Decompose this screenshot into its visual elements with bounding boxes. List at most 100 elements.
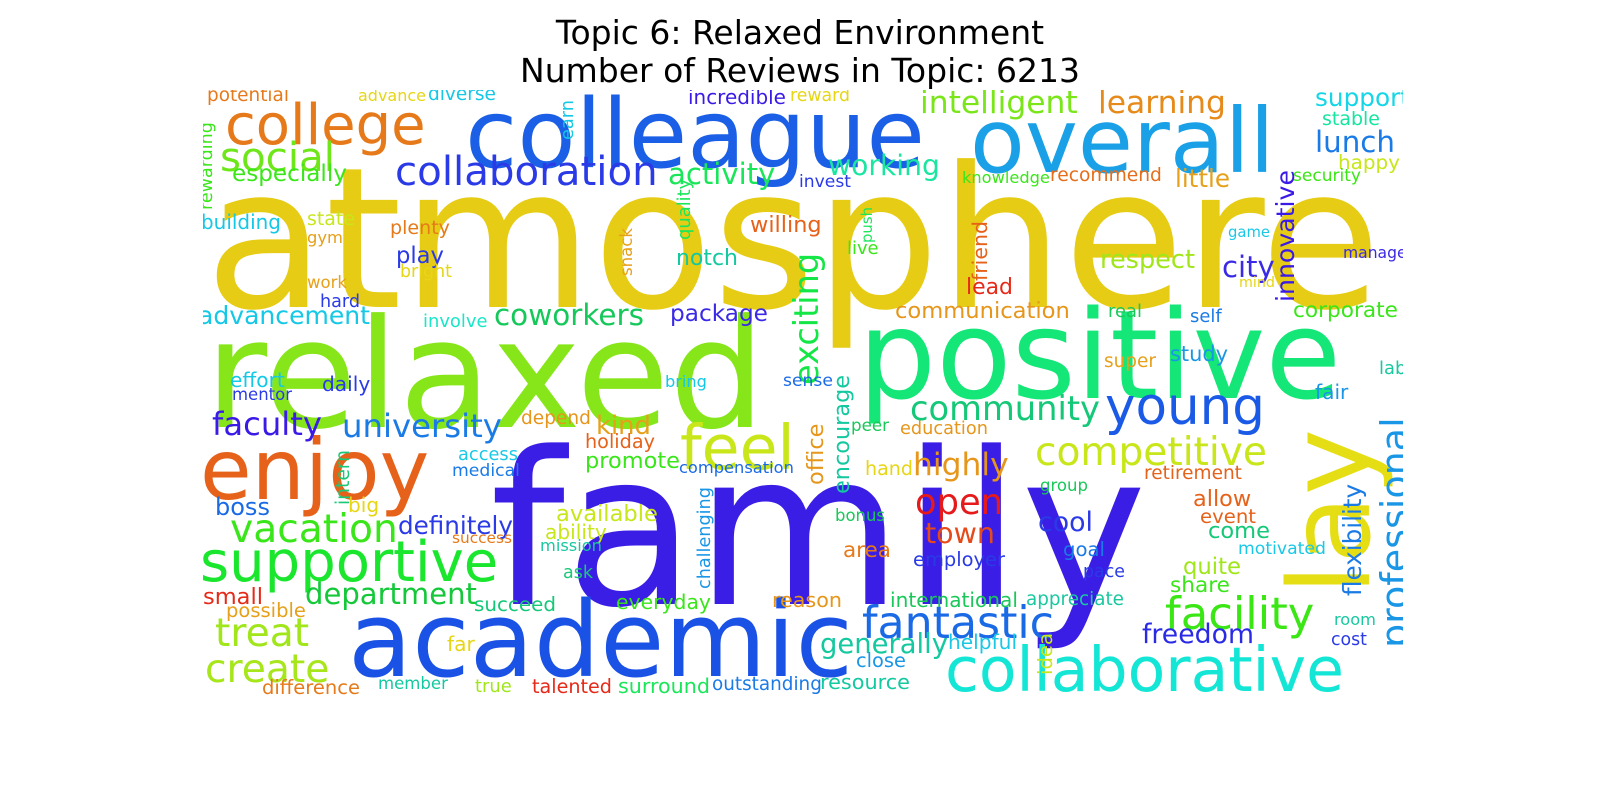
word-communication: communication: [895, 298, 1070, 324]
word-possible: possible: [226, 599, 306, 622]
word-advancement: advancement: [203, 301, 370, 330]
word-come: come: [1208, 518, 1270, 544]
word-holiday: holiday: [585, 430, 655, 453]
word-mentor: mentor: [232, 385, 292, 404]
word-innovative: innovative: [1271, 170, 1300, 302]
word-boss: boss: [215, 493, 270, 521]
word-outstanding: outstanding: [712, 674, 822, 695]
word-ability: ability: [545, 520, 607, 544]
word-reward: reward: [790, 90, 850, 106]
word-office: office: [803, 423, 829, 485]
word-young: young: [1105, 377, 1265, 437]
word-lunch: lunch: [1315, 125, 1395, 159]
word-idea: idea: [1034, 633, 1057, 675]
word-colleague: colleague: [465, 90, 925, 190]
word-cool: cool: [1038, 507, 1093, 538]
word-effort: effort: [230, 368, 285, 392]
word-daily: daily: [322, 372, 371, 396]
word-relaxed: relaxed: [205, 287, 766, 463]
word-knowledge: knowledge: [962, 168, 1050, 187]
word-member: member: [378, 674, 448, 693]
word-reason: reason: [772, 588, 842, 612]
word-town: town: [925, 517, 995, 550]
word-retirement: retirement: [1144, 463, 1242, 484]
word-appreciate: appreciate: [1026, 589, 1124, 610]
word-big: big: [348, 493, 380, 517]
word-surround: surround: [618, 674, 710, 698]
word-work: work: [307, 273, 347, 292]
word-department: department: [305, 577, 477, 611]
word-access: access: [458, 444, 518, 465]
word-small: small: [203, 584, 263, 610]
word-advance: advance: [358, 90, 426, 105]
word-plenty: plenty: [390, 217, 450, 239]
word-family: family: [490, 407, 1147, 655]
word-study: study: [1170, 342, 1228, 366]
word-available: available: [556, 501, 658, 527]
word-true: true: [475, 676, 512, 697]
word-helpful: helpful: [948, 630, 1018, 654]
word-building: building: [203, 210, 281, 234]
word-lab: lab: [1379, 358, 1403, 379]
word-challenging: challenging: [695, 487, 715, 589]
word-state: state: [307, 208, 355, 230]
word-especially: especially: [232, 161, 347, 187]
word-generally: generally: [820, 629, 948, 660]
word-bright: bright: [400, 262, 452, 282]
word-incredible: incredible: [688, 90, 786, 109]
word-quite: quite: [1183, 554, 1241, 580]
word-definitely: definitely: [398, 511, 513, 540]
word-event: event: [1200, 505, 1256, 528]
title-topic: Topic 6: Relaxed Environment: [555, 13, 1045, 52]
word-competitive: competitive: [1035, 430, 1267, 475]
word-faculty: faculty: [212, 405, 322, 443]
word-exciting: exciting: [787, 252, 826, 385]
word-mission: mission: [540, 536, 602, 555]
word-hand: hand: [865, 458, 913, 480]
word-allow: allow: [1193, 486, 1252, 512]
title-review-count: Number of Reviews in Topic: 6213: [520, 51, 1080, 90]
word-supportive: supportive: [203, 530, 499, 595]
word-notch: notch: [676, 246, 738, 271]
word-super: super: [1104, 351, 1156, 372]
word-motivated: motivated: [1238, 539, 1326, 559]
word-create: create: [205, 647, 330, 692]
word-open: open: [915, 482, 1003, 523]
word-success: success: [452, 529, 512, 547]
word-learning: learning: [1098, 90, 1226, 121]
word-enjoy: enjoy: [203, 421, 430, 519]
word-snack: snack: [617, 228, 636, 276]
word-flexibility: flexibility: [1338, 483, 1367, 596]
word-fantastic: fantastic: [862, 598, 1054, 649]
word-bring: bring: [665, 372, 707, 391]
word-overall: overall: [970, 90, 1275, 194]
word-ask: ask: [563, 563, 593, 583]
word-bonus: bonus: [835, 506, 885, 525]
word-involve: involve: [423, 311, 488, 332]
word-group: group: [1040, 476, 1088, 495]
word-working: working: [828, 149, 940, 182]
word-professional: professional: [1373, 417, 1403, 648]
word-talented: talented: [532, 675, 612, 698]
word-potential: potential: [207, 90, 289, 106]
word-security: security: [1293, 166, 1361, 186]
word-collaboration: collaboration: [395, 148, 658, 195]
word-academic: academic: [348, 579, 853, 701]
word-collaborative: collaborative: [945, 634, 1344, 706]
word-university: university: [342, 407, 502, 445]
word-community: community: [910, 389, 1100, 428]
word-far: far: [447, 632, 475, 656]
word-gym: gym: [307, 228, 343, 247]
word-area: area: [843, 538, 891, 563]
word-friend: friend: [968, 221, 992, 281]
word-recommend: recommend: [1050, 165, 1162, 186]
word-city: city: [1222, 250, 1275, 284]
word-goal: goal: [1063, 538, 1105, 561]
word-close: close: [856, 649, 906, 672]
word-game: game: [1228, 224, 1270, 241]
word-compensation: compensation: [679, 458, 794, 477]
word-willing: willing: [750, 212, 822, 238]
word-fair: fair: [1315, 380, 1349, 404]
word-mind: mind: [1239, 275, 1275, 291]
word-little: little: [1175, 164, 1230, 193]
